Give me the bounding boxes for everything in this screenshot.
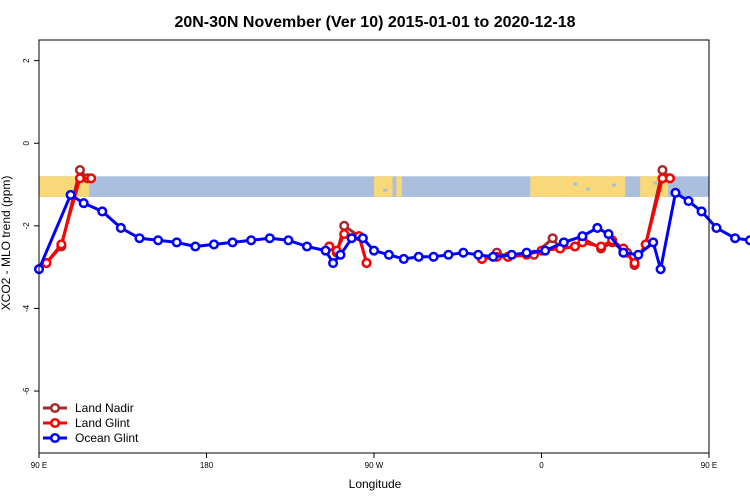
legend-label-land-nadir: Land Nadir	[75, 401, 134, 415]
map-water-detail	[612, 183, 617, 187]
x-axis-label: Longitude	[349, 477, 402, 491]
ocean-glint-point	[346, 233, 357, 244]
legend-marker-ocean-glint	[49, 432, 61, 444]
land-nadir-point	[657, 165, 668, 176]
ocean-glint-point	[171, 237, 182, 248]
y-tick-label: -4	[22, 304, 31, 312]
ocean-glint-point	[246, 235, 257, 246]
ocean-glint-point	[443, 249, 454, 260]
legend-label-land-glint: Land Glint	[75, 416, 130, 430]
ocean-glint-point	[633, 249, 644, 260]
ocean-glint-point	[683, 196, 694, 207]
map-strip	[39, 176, 709, 197]
ocean-glint-line	[37, 191, 750, 271]
land-nadir-point	[547, 233, 558, 244]
y-axis-label: XCO2 - MLO trend (ppm)	[0, 176, 13, 311]
y-axis: 2 0 -2 -4 -6	[22, 58, 39, 395]
ocean-glint-point	[744, 235, 750, 246]
map-land	[396, 176, 402, 197]
y-tick-label: -6	[22, 387, 31, 395]
ocean-glint-point	[283, 235, 294, 246]
ocean-glint-point	[320, 245, 331, 256]
ocean-glint-point	[335, 249, 346, 260]
ocean-glint-point	[711, 222, 722, 233]
ocean-glint-point	[670, 187, 681, 198]
ocean-glint-point	[488, 251, 499, 262]
ocean-glint-point	[473, 249, 484, 260]
land-glint-point	[569, 241, 581, 252]
land-glint-point	[74, 173, 85, 184]
map-water-detail	[586, 187, 591, 191]
map-land	[374, 176, 393, 197]
series-ocean-glint	[33, 187, 750, 275]
ocean-glint-point	[328, 257, 339, 269]
x-tick-label: 90 W	[365, 461, 384, 470]
land-glint-point	[361, 257, 372, 269]
ocean-glint-point	[115, 222, 126, 233]
chart-title: 20N-30N November (Ver 10) 2015-01-01 to …	[174, 14, 575, 31]
x-tick-label: 90 E	[31, 461, 47, 470]
ocean-glint-point	[618, 247, 629, 258]
legend-marker-land-glint	[49, 417, 61, 429]
map-land	[530, 176, 561, 197]
land-glint-point	[629, 257, 640, 269]
ocean-glint-point	[134, 233, 145, 244]
ocean-glint-point	[301, 241, 313, 252]
ocean-glint-point	[558, 237, 569, 248]
ocean-glint-point	[227, 237, 238, 248]
ocean-glint-point	[383, 249, 394, 260]
ocean-glint-point	[264, 233, 275, 244]
x-tick-label: 0	[539, 461, 544, 470]
ocean-glint-point	[368, 245, 380, 256]
ocean-glint-point	[506, 249, 517, 260]
ocean-glint-point	[696, 206, 707, 217]
ocean-glint-point	[648, 237, 659, 248]
series-land-glint	[41, 173, 675, 269]
ocean-glint-point	[413, 251, 424, 262]
ocean-glint-point	[655, 264, 666, 275]
x-tick-label: 90 E	[701, 461, 717, 470]
map-land	[560, 176, 626, 197]
map-water-detail	[573, 182, 578, 186]
x-axis: 90 E 180 90 W 0 90 E	[31, 453, 717, 470]
land-glint-point	[86, 173, 97, 184]
ocean-glint-point	[521, 247, 532, 258]
ocean-glint-point	[540, 245, 551, 256]
land-glint-point	[339, 229, 350, 240]
land-nadir-point	[339, 220, 350, 231]
land-glint-point	[56, 239, 67, 250]
land-nadir-point	[74, 165, 85, 176]
ocean-glint-point	[592, 222, 603, 233]
ocean-glint-point	[78, 198, 89, 209]
land-glint-point	[664, 173, 675, 184]
ocean-glint-point	[603, 229, 614, 240]
ocean-glint-point	[357, 233, 368, 244]
land-glint-point	[596, 241, 607, 252]
ocean-glint-point	[458, 247, 469, 258]
ocean-glint-point	[398, 253, 409, 264]
ocean-glint-point	[208, 239, 219, 250]
y-tick-label: -2	[22, 222, 31, 230]
x-tick-label: 180	[200, 461, 214, 470]
series-layer	[33, 165, 750, 275]
land-glint-line	[45, 176, 92, 264]
ocean-glint-point	[190, 241, 201, 252]
legend-marker-land-nadir	[49, 402, 61, 414]
map-water-detail	[653, 181, 658, 185]
ocean-glint-point	[577, 231, 588, 242]
ocean-glint-point	[428, 251, 439, 262]
plot-frame	[38, 39, 710, 454]
y-tick-label: 0	[22, 140, 31, 145]
ocean-glint-point	[97, 206, 108, 217]
legend-label-ocean-glint: Ocean Glint	[75, 431, 139, 445]
map-water-detail	[383, 188, 388, 192]
ocean-glint-point	[153, 235, 164, 246]
ocean-glint-point	[65, 189, 76, 200]
y-tick-label: 2	[22, 58, 31, 63]
ocean-glint-point	[730, 233, 741, 244]
